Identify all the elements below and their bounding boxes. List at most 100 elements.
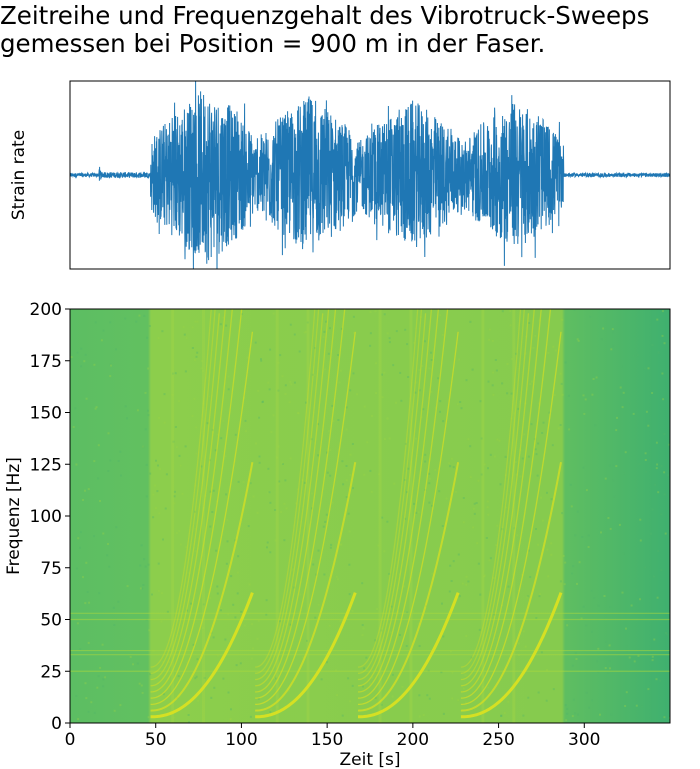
- spectrogram-speckle: [323, 330, 326, 333]
- spectrogram-speckle: [465, 583, 468, 586]
- spectrogram-speckle: [341, 714, 344, 717]
- spectrogram-speckle: [349, 700, 352, 703]
- spectrogram-speckle: [146, 336, 149, 339]
- spectrogram-speckle: [424, 340, 426, 343]
- spectrogram-speckle: [139, 564, 142, 567]
- spectrogram-speckle: [386, 520, 389, 523]
- spectrogram-speckle: [440, 671, 443, 674]
- spectrogram-speckle: [283, 539, 286, 542]
- spectrogram-speckle: [132, 663, 134, 666]
- spectrogram-speckle: [569, 483, 572, 486]
- spectrogram-speckle: [242, 481, 245, 483]
- spectrogram-speckle: [144, 565, 147, 568]
- spectrogram-speckle: [336, 578, 339, 581]
- spectrogram-speckle: [312, 558, 315, 561]
- spectrogram-speckle: [529, 576, 532, 578]
- spectrogram-speckle: [175, 446, 178, 449]
- spectrogram-speckle: [660, 465, 663, 467]
- spectrogram-speckle: [348, 530, 351, 533]
- spectrogram-speckle: [651, 655, 654, 658]
- spectrogram-speckle: [479, 400, 482, 403]
- spectrogram-speckle: [632, 354, 635, 357]
- spectrogram-speckle: [392, 364, 395, 367]
- spectrogram-speckle: [225, 324, 228, 327]
- spectrogram-speckle: [496, 524, 499, 527]
- spectrogram-speckle: [93, 460, 96, 463]
- spectrogram-speckle: [568, 428, 571, 431]
- spectrogram-speckle: [129, 655, 132, 658]
- spectrogram-marks: [70, 309, 670, 723]
- spectrogram-speckle: [109, 363, 112, 366]
- spectrogram-speckle: [97, 675, 100, 678]
- spectrogram-speckle: [220, 437, 223, 440]
- spectrogram-speckle: [531, 380, 533, 383]
- spectrogram-speckle: [314, 347, 316, 350]
- spectrogram-speckle: [493, 613, 496, 616]
- spectrogram-speckle: [144, 391, 147, 394]
- spectrogram-speckle: [428, 472, 431, 475]
- spectrogram-speckle: [227, 375, 230, 378]
- spectrogram-speckle: [659, 679, 662, 682]
- spectrogram-speckle: [255, 442, 257, 445]
- spectrogram-speckle: [258, 416, 261, 419]
- spectrogram-speckle: [330, 543, 333, 546]
- spectrogram-speckle: [72, 426, 75, 428]
- spectrogram-speckle: [249, 715, 252, 718]
- spectrogram-speckle: [574, 534, 577, 537]
- spectrogram-speckle: [582, 605, 585, 608]
- spectrogram-speckle: [660, 513, 663, 516]
- sweep-harmonic: [255, 331, 356, 706]
- spectrogram-speckle: [469, 320, 472, 323]
- spectrogram-speckle: [157, 562, 160, 565]
- spectrogram-speckle: [550, 553, 553, 556]
- spectrogram-speckle: [589, 315, 592, 318]
- spectrogram-speckle: [401, 685, 404, 688]
- spectrogram-speckle: [625, 691, 628, 694]
- spectrogram-speckle: [489, 557, 492, 560]
- sweep-harmonic: [255, 309, 330, 687]
- spectrogram-speckle: [84, 353, 87, 356]
- spectrogram-speckle: [222, 420, 225, 423]
- spectrogram-speckle: [295, 502, 298, 505]
- spectrogram-speckle: [325, 513, 328, 516]
- spectrogram-speckle: [75, 463, 78, 466]
- spectrogram-speckle: [651, 344, 654, 347]
- spectrogram-speckle: [345, 428, 348, 431]
- spectrogram-speckle: [383, 550, 386, 553]
- spectrogram-speckle: [530, 423, 533, 426]
- spectrogram-speckle: [495, 369, 498, 372]
- spectrogram-speckle: [190, 602, 193, 605]
- spectrogram-speckle: [582, 466, 585, 469]
- spectrogram-speckle: [289, 623, 292, 626]
- spectrogram-speckle: [663, 433, 666, 435]
- spectrogram-speckle: [274, 539, 277, 542]
- spectrogram-speckle: [194, 320, 197, 323]
- spectrogram-speckle: [547, 351, 550, 354]
- spectrogram-speckle: [216, 592, 219, 595]
- spectrogram-speckle: [481, 685, 484, 688]
- spectrogram-speckle: [320, 678, 323, 681]
- spectrogram-speckle: [592, 378, 595, 380]
- spectrogram-speckle: [79, 648, 82, 651]
- spectrogram-speckle: [563, 583, 566, 586]
- spectrogram-speckle: [356, 393, 359, 396]
- spectrogram-speckle: [467, 438, 470, 441]
- spectrogram-speckle: [442, 712, 445, 715]
- spectrogram-speckle: [491, 339, 494, 342]
- spectrogram-speckle: [351, 443, 354, 445]
- spectrogram-speckle: [389, 631, 392, 634]
- spectrogram-speckle: [317, 454, 320, 457]
- spectrogram-speckle: [513, 527, 516, 530]
- spectrogram-speckle: [418, 645, 421, 647]
- spectrogram-speckle: [469, 476, 472, 479]
- spectrogram-speckle: [290, 383, 293, 386]
- x-tick-label: 100: [225, 730, 257, 750]
- spectrogram-speckle: [288, 401, 291, 404]
- spectrogram-speckle: [326, 451, 328, 454]
- spectrogram-speckle: [441, 602, 443, 605]
- spectrogram-speckle: [254, 341, 257, 344]
- spectrogram-speckle: [236, 592, 239, 595]
- spectrogram-speckle: [348, 563, 351, 566]
- spectrogram-speckle: [324, 368, 326, 371]
- spectrogram-speckle: [612, 479, 615, 482]
